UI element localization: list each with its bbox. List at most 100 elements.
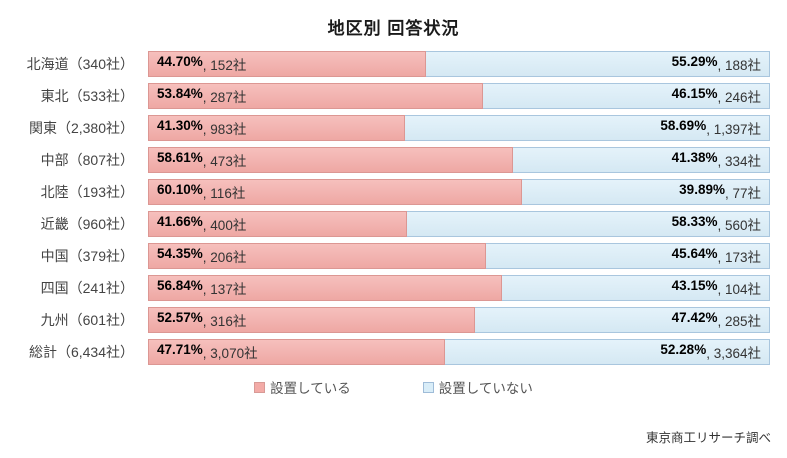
stacked-bar: 60.10%, 116社 39.89%, 77社 bbox=[148, 179, 770, 205]
legend-swatch-installed-icon bbox=[254, 381, 266, 393]
chart-row: 北海道（340社） 44.70%, 152社 55.29%, 188社 bbox=[0, 48, 770, 80]
category-label: 中部（807社） bbox=[40, 152, 134, 168]
segment-count: , 3,364社 bbox=[706, 346, 761, 361]
segment-value: 53.84%, 287社 bbox=[149, 86, 246, 106]
segment-percent: 56.84% bbox=[157, 278, 203, 293]
stacked-bar: 47.71%, 3,070社 52.28%, 3,364社 bbox=[148, 339, 770, 365]
category-label: 北陸（193社） bbox=[40, 184, 134, 200]
segment-percent: 47.71% bbox=[157, 342, 203, 357]
segment-percent: 44.70% bbox=[157, 54, 203, 69]
segment-count: , 400社 bbox=[202, 218, 247, 233]
chart-rows: 北海道（340社） 44.70%, 152社 55.29%, 188社 東北（533社… bbox=[0, 48, 787, 368]
segment-value: 52.57%, 316社 bbox=[149, 310, 246, 330]
segment-value: 43.15%, 104社 bbox=[672, 278, 769, 298]
segment-count: , 560社 bbox=[717, 218, 761, 233]
segment-percent: 60.10% bbox=[157, 182, 203, 197]
segment-percent: 58.61% bbox=[157, 150, 203, 165]
chart-title: 地区別 回答状況 bbox=[327, 19, 460, 38]
bar-segment-not-installed: 46.15%, 246社 bbox=[482, 83, 770, 109]
segment-value: 56.84%, 137社 bbox=[149, 278, 246, 298]
segment-value: 46.15%, 246社 bbox=[672, 86, 769, 106]
bar-segment-installed: 56.84%, 137社 bbox=[148, 275, 502, 301]
segment-count: , 287社 bbox=[202, 90, 247, 105]
chart-row: 北陸（193社） 60.10%, 116社 39.89%, 77社 bbox=[0, 176, 770, 208]
segment-count: , 473社 bbox=[202, 154, 247, 169]
segment-count: , 334社 bbox=[717, 154, 761, 169]
segment-value: 55.29%, 188社 bbox=[672, 54, 769, 74]
segment-count: , 1,397社 bbox=[706, 122, 761, 137]
segment-value: 41.30%, 983社 bbox=[149, 118, 246, 138]
chart-row: 総計（6,434社） 47.71%, 3,070社 52.28%, 3,364社 bbox=[0, 336, 770, 368]
segment-percent: 41.30% bbox=[157, 118, 203, 133]
stacked-bar: 58.61%, 473社 41.38%, 334社 bbox=[148, 147, 770, 173]
segment-count: , 285社 bbox=[717, 314, 761, 329]
segment-count: , 206社 bbox=[202, 250, 247, 265]
segment-percent: 39.89% bbox=[679, 182, 725, 197]
bar-segment-installed: 54.35%, 206社 bbox=[148, 243, 487, 269]
stacked-bar: 52.57%, 316社 47.42%, 285社 bbox=[148, 307, 770, 333]
category-label: 北海道（340社） bbox=[26, 56, 134, 72]
chart-row: 九州（601社） 52.57%, 316社 47.42%, 285社 bbox=[0, 304, 770, 336]
segment-percent: 43.15% bbox=[671, 278, 718, 293]
segment-value: 45.64%, 173社 bbox=[672, 246, 769, 266]
legend-label-not-installed: 設置していない bbox=[438, 381, 533, 396]
bar-segment-not-installed: 47.42%, 285社 bbox=[474, 307, 770, 333]
segment-count: , 983社 bbox=[202, 122, 247, 137]
stacked-bar: 56.84%, 137社 43.15%, 104社 bbox=[148, 275, 770, 301]
bar-segment-installed: 44.70%, 152社 bbox=[148, 51, 427, 77]
segment-percent: 55.29% bbox=[671, 54, 718, 69]
bar-segment-not-installed: 43.15%, 104社 bbox=[501, 275, 770, 301]
segment-value: 47.71%, 3,070社 bbox=[149, 342, 258, 362]
segment-value: 58.61%, 473社 bbox=[149, 150, 246, 170]
legend-swatch-not-installed-icon bbox=[422, 381, 434, 393]
chart-row: 中国（379社） 54.35%, 206社 45.64%, 173社 bbox=[0, 240, 770, 272]
segment-value: 60.10%, 116社 bbox=[149, 182, 245, 202]
bar-segment-not-installed: 39.89%, 77社 bbox=[521, 179, 770, 205]
bar-segment-not-installed: 52.28%, 3,364社 bbox=[444, 339, 770, 365]
segment-percent: 52.28% bbox=[660, 342, 707, 357]
category-label: 近畿（960社） bbox=[40, 216, 134, 232]
legend-label-installed: 設置している bbox=[270, 381, 351, 396]
bar-segment-installed: 53.84%, 287社 bbox=[148, 83, 483, 109]
segment-count: , 316社 bbox=[202, 314, 247, 329]
segment-percent: 47.42% bbox=[671, 310, 718, 325]
legend-item-not-installed: 設置していない bbox=[422, 377, 533, 397]
segment-count: , 188社 bbox=[717, 58, 761, 73]
legend-item-installed: 設置している bbox=[254, 377, 351, 397]
chart-row: 四国（241社） 56.84%, 137社 43.15%, 104社 bbox=[0, 272, 770, 304]
chart-row: 東北（533社） 53.84%, 287社 46.15%, 246社 bbox=[0, 80, 770, 112]
chart-row: 関東（2,380社） 41.30%, 983社 58.69%, 1,397社 bbox=[0, 112, 770, 144]
source-credit: 東京商工リサーチ調べ bbox=[645, 431, 771, 445]
chart-row: 近畿（960社） 41.66%, 400社 58.33%, 560社 bbox=[0, 208, 770, 240]
segment-percent: 53.84% bbox=[157, 86, 203, 101]
stacked-bar: 53.84%, 287社 46.15%, 246社 bbox=[148, 83, 770, 109]
bar-segment-not-installed: 58.33%, 560社 bbox=[407, 211, 770, 237]
segment-percent: 52.57% bbox=[157, 310, 203, 325]
segment-value: 39.89%, 77社 bbox=[679, 182, 769, 202]
segment-percent: 58.69% bbox=[660, 118, 707, 133]
segment-count: , 77社 bbox=[724, 186, 761, 201]
bar-segment-not-installed: 58.69%, 1,397社 bbox=[404, 115, 770, 141]
segment-count: , 104社 bbox=[717, 282, 761, 297]
bar-segment-installed: 52.57%, 316社 bbox=[148, 307, 475, 333]
segment-value: 54.35%, 206社 bbox=[149, 246, 246, 266]
segment-percent: 45.64% bbox=[671, 246, 718, 261]
stacked-bar: 41.30%, 983社 58.69%, 1,397社 bbox=[148, 115, 770, 141]
chart-legend: 設置している 設置していない bbox=[0, 377, 787, 397]
bar-segment-installed: 60.10%, 116社 bbox=[148, 179, 522, 205]
segment-count: , 246社 bbox=[717, 90, 761, 105]
category-label: 九州（601社） bbox=[40, 312, 134, 328]
stacked-bar: 44.70%, 152社 55.29%, 188社 bbox=[148, 51, 770, 77]
segment-count: , 137社 bbox=[202, 282, 247, 297]
segment-percent: 54.35% bbox=[157, 246, 203, 261]
category-label: 中国（379社） bbox=[40, 248, 134, 264]
segment-count: , 3,070社 bbox=[202, 346, 258, 361]
segment-value: 44.70%, 152社 bbox=[149, 54, 246, 74]
category-label: 四国（241社） bbox=[40, 280, 134, 296]
segment-count: , 173社 bbox=[717, 250, 761, 265]
segment-percent: 41.38% bbox=[671, 150, 718, 165]
segment-count: , 152社 bbox=[202, 58, 247, 73]
bar-segment-not-installed: 55.29%, 188社 bbox=[426, 51, 770, 77]
segment-value: 41.66%, 400社 bbox=[149, 214, 246, 234]
segment-percent: 41.66% bbox=[157, 214, 203, 229]
